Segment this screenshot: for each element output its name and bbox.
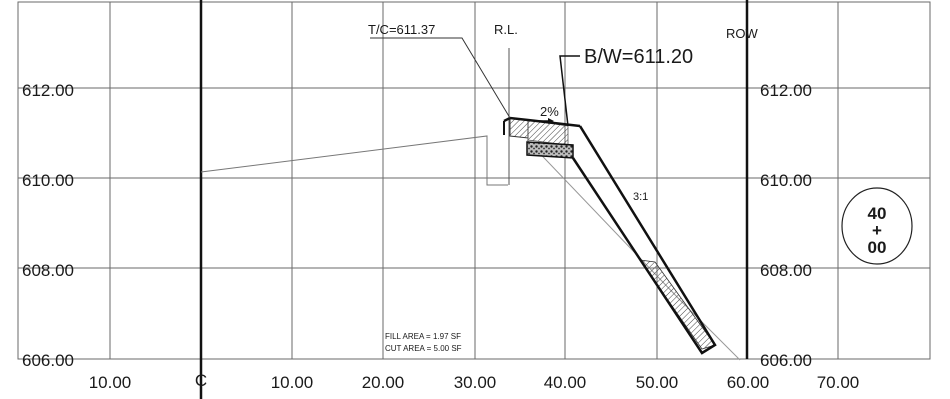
top-of-curb-label: T/C=611.37 [368,22,435,37]
station-badge-bottom: 00 [868,238,887,257]
cross-slope-label: 2% [540,104,559,119]
station-badge-middle: + [872,221,882,240]
station-label: 10.00 [271,373,314,392]
side-slope-label: 3:1 [633,191,648,203]
leaders [370,37,580,127]
cut-area-label: CUT AREA = 5.00 SF [385,344,462,353]
slope-arrow-head [548,118,554,124]
station-label: 10.00 [89,373,132,392]
elevation-label-left: 612.00 [22,81,74,100]
elevation-label-left: 606.00 [22,351,74,370]
elevation-label-right: 608.00 [760,261,812,280]
curb-fill-area [509,117,529,139]
elevation-label-left: 610.00 [22,171,74,190]
base-course-block [526,141,574,159]
grid [17,0,931,399]
elevation-label-right: 612.00 [760,81,812,100]
station-label: 60.00 [727,373,770,392]
elevation-label-right: 606.00 [760,351,812,370]
existing-ground-line [200,135,508,186]
right-of-way-label: ROW [726,26,759,41]
back-of-walk-label: B/W=611.20 [584,46,693,68]
proposed-section [503,48,717,355]
station-label: 40.00 [544,373,587,392]
station-badge-circle [841,187,913,265]
grid-border [17,1,931,360]
reference-line-label: R.L. [494,22,518,37]
station-badge: 40 + 00 [841,187,913,265]
tc-leader [370,37,511,119]
existing-ground [200,135,741,361]
slope-fill-area [639,259,716,350]
station-label: 50.00 [636,373,679,392]
bw-leader [559,55,580,127]
elevation-label-left: 608.00 [22,261,74,280]
elevation-label-right: 610.00 [760,171,812,190]
station-badge-top: 40 [868,204,887,223]
station-label: 30.00 [454,373,497,392]
centerline-symbol: C [195,371,207,390]
finished-grade-line [503,116,581,128]
fill-area-label: FILL AREA = 1.97 SF [385,332,461,341]
fill-slope-line [571,125,717,355]
station-label: 20.00 [362,373,405,392]
station-label: 70.00 [817,373,860,392]
